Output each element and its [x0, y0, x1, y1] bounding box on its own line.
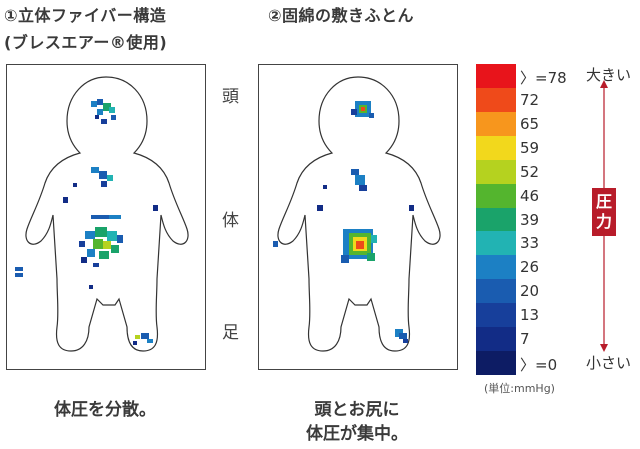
scale-tick-label: 65 — [520, 114, 540, 133]
scale-tick-label: 13 — [520, 306, 540, 325]
low-label: 小さい — [586, 354, 632, 372]
body-label: 体 — [222, 211, 239, 231]
scale-ticks: 〉=78 72 65 59 52 46 39 33 26 20 13 7 〉=0 — [520, 64, 580, 375]
head-label: 頭 — [222, 87, 239, 107]
scale-tick-label: 7 — [520, 330, 530, 349]
scale-swatch — [476, 231, 516, 256]
foot-label: 足 — [222, 323, 239, 343]
scale-swatch — [476, 327, 516, 352]
pressure-map-panel-2 — [258, 64, 458, 370]
scale-tick-label: 72 — [520, 90, 540, 109]
scale-tick-label: 39 — [520, 210, 540, 229]
scale-tick-label: 59 — [520, 138, 540, 157]
panel-1-title: ①立体ファイバー構造 — [4, 6, 167, 25]
scale-tick-label: 20 — [520, 282, 540, 301]
scale-swatch — [476, 159, 516, 185]
pressure-spots-1 — [15, 99, 158, 345]
scale-tick-label: 〉=78 — [520, 68, 567, 87]
scale-swatch — [476, 279, 516, 304]
high-label: 大きい — [586, 66, 632, 84]
scale-tick-label: 〉=0 — [520, 356, 558, 375]
body-outline-1 — [15, 76, 189, 352]
scale-swatch — [476, 255, 516, 280]
panel-2-caption-line2: 体圧が集中。 — [306, 424, 408, 444]
scale-swatch — [476, 64, 516, 89]
scale-swatch — [476, 207, 516, 232]
scale-swatch — [476, 351, 516, 376]
pressure-map-panel-1 — [6, 64, 206, 370]
panel-1-subtitle: (ブレスエアー®使用) — [4, 33, 168, 52]
pressure-spots-2 — [273, 101, 414, 343]
pressure-label: 圧力 — [592, 188, 616, 236]
scale-tick-label: 26 — [520, 258, 540, 277]
scale-swatch — [476, 87, 516, 113]
panel-2-caption: 頭とお尻に — [314, 400, 400, 420]
panel-1-caption: 体圧を分散。 — [54, 400, 156, 420]
unit-label: (単位:mmHg) — [484, 382, 555, 395]
scale-swatch — [476, 135, 516, 161]
scale-tick-label: 33 — [520, 234, 540, 253]
scale-swatch — [476, 183, 516, 209]
color-scale-bar — [476, 64, 516, 376]
scale-tick-label: 52 — [520, 162, 540, 181]
panel-2-title: ②固綿の敷きふとん — [268, 6, 415, 25]
scale-swatch — [476, 303, 516, 328]
scale-swatch — [476, 111, 516, 137]
scale-tick-label: 46 — [520, 186, 540, 205]
body-outline-2 — [273, 76, 441, 352]
